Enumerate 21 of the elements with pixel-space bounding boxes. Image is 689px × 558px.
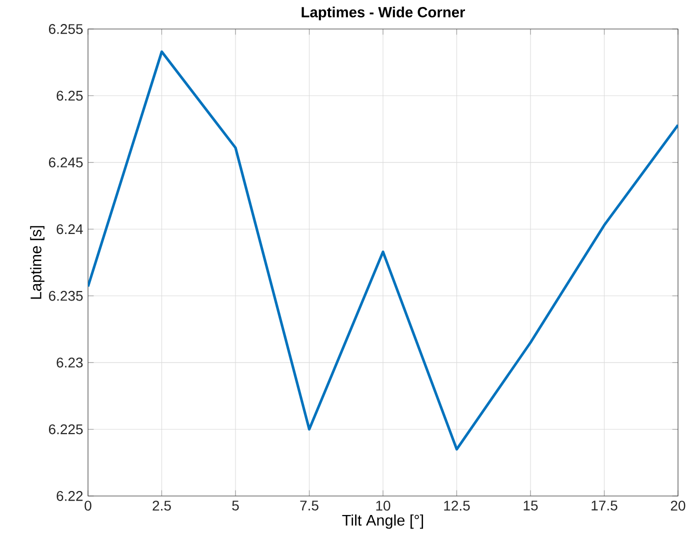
x-tick-label: 20 bbox=[670, 500, 686, 511]
y-tick-label: 6.22 bbox=[56, 491, 83, 501]
x-tick-label: 15 bbox=[524, 500, 538, 510]
x-axis-title: Tilt Angle [°] bbox=[342, 514, 424, 529]
x-tick-label: 2.5 bbox=[152, 500, 171, 511]
x-tick-label: 10 bbox=[376, 500, 390, 511]
y-tick-label: 6.225 bbox=[48, 424, 83, 434]
y-tick-label: 6.255 bbox=[48, 24, 83, 34]
y-tick-label: 6.23 bbox=[56, 358, 83, 368]
x-tick-label: 0 bbox=[84, 500, 92, 511]
y-tick-label: 6.245 bbox=[48, 157, 83, 168]
x-tick-label: 17.5 bbox=[592, 500, 618, 510]
y-tick-label: 6.25 bbox=[56, 90, 83, 101]
y-tick-label: 6.24 bbox=[56, 224, 83, 234]
y-axis-title: Laptime [s] bbox=[30, 226, 44, 299]
y-tick-label: 6.235 bbox=[48, 290, 83, 301]
x-tick-label: 12.5 bbox=[444, 500, 470, 511]
x-tick-label: 7.5 bbox=[300, 500, 318, 510]
x-tick-label: 5 bbox=[232, 500, 239, 510]
line-series bbox=[88, 50, 678, 451]
chart-title: Laptimes - Wide Corner bbox=[302, 6, 466, 20]
